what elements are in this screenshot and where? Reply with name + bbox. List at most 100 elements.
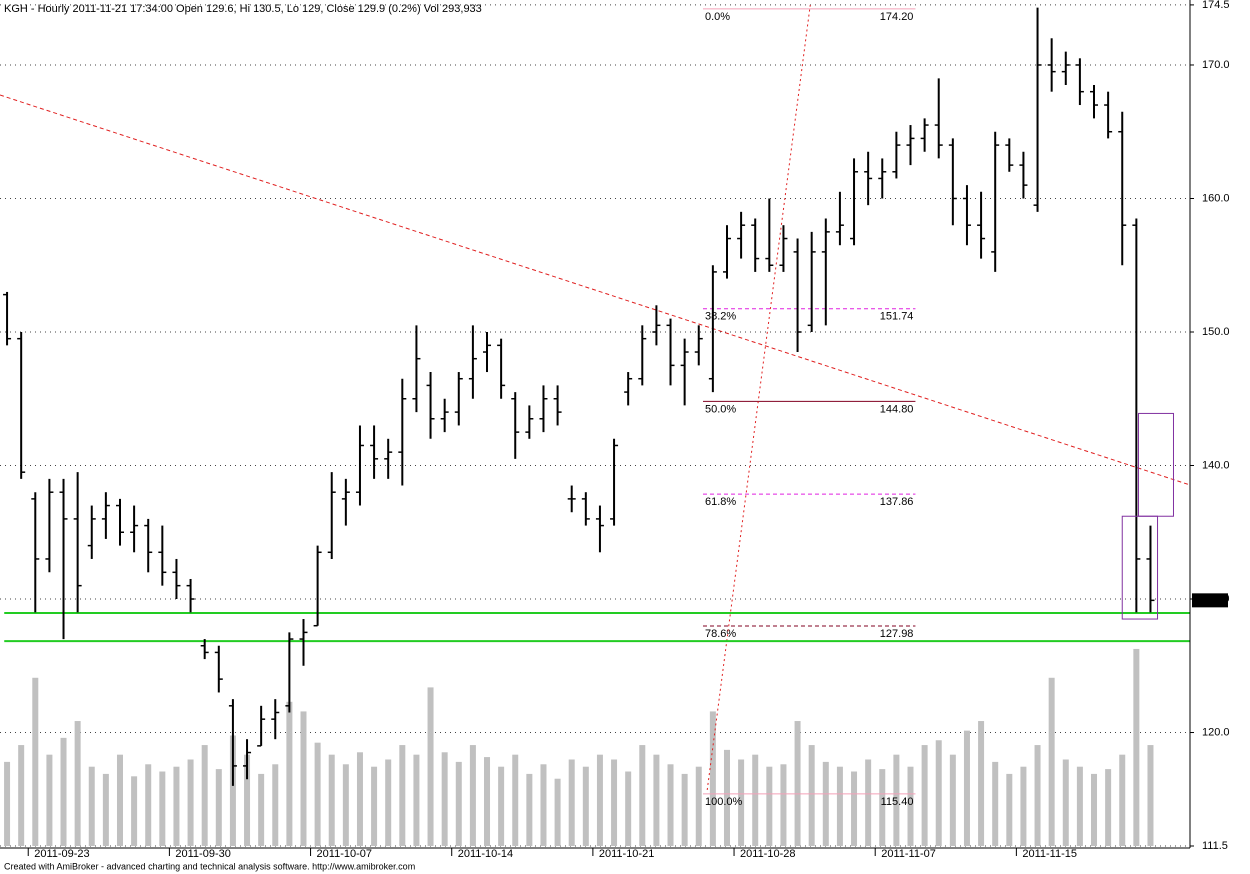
fib-price-label: 174.20 — [880, 11, 914, 23]
volume-bar — [526, 773, 533, 846]
volume-bar — [314, 742, 321, 846]
last-price-label: 129.9 — [1195, 594, 1223, 606]
volume-bar — [328, 754, 335, 846]
volume-bar — [18, 745, 25, 846]
volume-bar — [60, 737, 67, 846]
volume-bar — [102, 773, 109, 846]
fib-percent-label: 100.0% — [705, 796, 743, 808]
volume-bar — [879, 769, 886, 846]
fib-price-label: 137.86 — [880, 496, 914, 508]
volume-bar — [413, 754, 420, 846]
volume-bar — [4, 761, 11, 846]
volume-bar — [851, 771, 858, 846]
box — [1121, 515, 1159, 620]
volume-bar — [272, 764, 279, 846]
volume-bar — [738, 759, 745, 846]
x-tick-label: 2011-10-14 — [458, 848, 513, 860]
volume-bar — [794, 721, 801, 846]
volume-bar — [46, 754, 53, 846]
volume-bar — [611, 759, 618, 846]
fib-percent-label: 78.6% — [705, 628, 736, 640]
volume-bar — [131, 776, 138, 846]
y-tick-label: 111.5 — [1202, 840, 1228, 852]
volume-bar — [385, 759, 392, 846]
volume-bar — [766, 766, 773, 846]
volume-bar — [653, 754, 660, 846]
volume-bar — [667, 764, 674, 846]
volume-bar — [1006, 773, 1013, 846]
last-price-box — [1192, 593, 1228, 608]
volume-bar — [187, 759, 194, 846]
x-tick-label: 2011-11-15 — [1022, 848, 1077, 860]
volume-bar — [1062, 759, 1069, 846]
volume-bar — [173, 766, 180, 846]
y-tick-label: 160.0 — [1202, 192, 1230, 204]
fib-price-label: 144.80 — [880, 403, 914, 415]
volume-bar — [74, 721, 81, 846]
trend-line — [0, 94, 1191, 486]
volume-bar — [822, 761, 829, 846]
volume-bar — [441, 752, 448, 846]
volume-bar — [300, 711, 307, 846]
volume-bar — [582, 766, 589, 846]
volume-bar — [427, 687, 434, 846]
volume-bar — [1076, 766, 1083, 846]
x-tick-label: 2011-10-07 — [317, 848, 372, 860]
x-tick-label: 2011-10-28 — [740, 848, 795, 860]
y-tick-label: 140.0 — [1202, 459, 1230, 471]
volume-bar — [399, 745, 406, 846]
volume-bar — [723, 749, 730, 846]
volume-bar — [258, 773, 265, 846]
volume-bar — [709, 711, 716, 846]
volume-bar — [512, 754, 519, 846]
x-tick-label: 2011-11-07 — [881, 848, 936, 860]
volume-bar — [836, 766, 843, 846]
volume-bar — [116, 754, 123, 846]
volume-bar — [963, 730, 970, 846]
volume-bar — [145, 764, 152, 846]
volume-bar — [752, 754, 759, 846]
volume-bar — [1147, 745, 1154, 846]
fib-price-label: 115.40 — [881, 796, 914, 808]
chart-title: KGH - Hourly 2011-11-21 17:34:00 Open 12… — [4, 3, 482, 15]
volume-bar — [596, 754, 603, 846]
x-tick-label: 2011-10-21 — [599, 848, 654, 860]
volume-bar — [229, 735, 236, 846]
volume-bar — [32, 677, 39, 846]
volume-bar — [992, 761, 999, 846]
volume-bar — [639, 745, 646, 846]
fib-percent-label: 0.0% — [705, 11, 730, 23]
volume-bar — [159, 771, 166, 846]
volume-bar — [484, 757, 491, 846]
fib-percent-label: 50.0% — [705, 403, 736, 415]
volume-bar — [1048, 677, 1055, 846]
volume-bar — [244, 754, 251, 846]
volume-bar — [568, 759, 575, 846]
volume-bar — [907, 766, 914, 846]
footer: Created with AmiBroker - advanced charti… — [4, 861, 415, 871]
y-tick-label: 174.5 — [1202, 0, 1230, 11]
fib-price-label: 151.74 — [880, 311, 914, 323]
volume-bar — [978, 721, 985, 846]
fib-percent-label: 38.2% — [705, 311, 736, 323]
volume-bar — [893, 754, 900, 846]
volume-bar — [949, 754, 956, 846]
volume-bar — [935, 740, 942, 846]
volume-bar — [342, 764, 349, 846]
volume-bar — [1119, 754, 1126, 846]
volume-bar — [455, 761, 462, 846]
y-tick-label: 120.0 — [1202, 726, 1230, 738]
fib-percent-label: 61.8% — [705, 496, 736, 508]
volume-bar — [356, 752, 363, 846]
volume-bar — [681, 773, 688, 846]
volume-bar — [808, 745, 815, 846]
volume-bar — [554, 778, 561, 846]
x-tick-label: 2011-09-23 — [34, 848, 89, 860]
volume-bar — [540, 764, 547, 846]
volume-bar — [921, 745, 928, 846]
volume-bar — [371, 766, 378, 846]
volume-bar — [1020, 766, 1027, 846]
